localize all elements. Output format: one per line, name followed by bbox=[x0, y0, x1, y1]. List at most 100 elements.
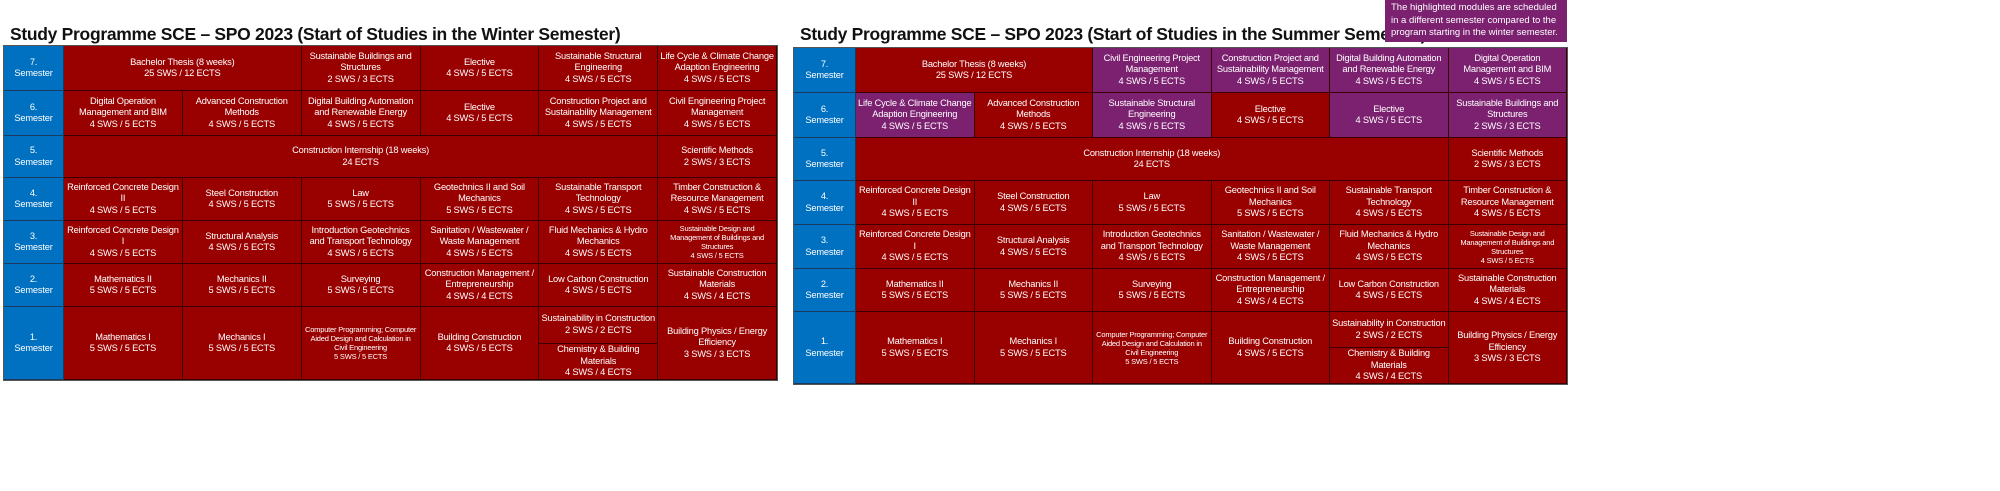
module-credits: 4 SWS / 5 ECTS bbox=[1118, 120, 1186, 131]
module-cell-highlighted: Life Cycle & Climate Change Adaption Eng… bbox=[856, 93, 975, 138]
module-title: Mathematics I bbox=[887, 336, 943, 346]
module-title: Low Carbon Construction bbox=[548, 273, 649, 284]
module-credits: 4 SWS / 5 ECTS bbox=[565, 204, 632, 215]
module-credits: 4 SWS / 4 ECTS bbox=[1355, 371, 1423, 382]
module-credits: 4 SWS / 5 ECTS bbox=[1000, 202, 1067, 213]
module-title: Sustainability in Construction bbox=[541, 313, 656, 324]
module-credits: 4 SWS / 5 ECTS bbox=[1118, 252, 1186, 263]
module-credits: 4 SWS / 5 ECTS bbox=[208, 242, 276, 252]
module-cell: Law 5 SWS / 5 ECTS bbox=[301, 178, 421, 221]
module-cell: Reinforced Concrete Design II 4 SWS / 5 E… bbox=[856, 181, 975, 225]
module-credits: 2 SWS / 3 ECTS bbox=[683, 156, 751, 167]
module-cell: Sustainable Construction Materials 4 SWS … bbox=[658, 264, 777, 307]
module-credits: 5 SWS / 5 ECTS bbox=[446, 204, 513, 215]
semester-label: 2. Semester bbox=[4, 264, 64, 307]
module-cell: Surveying 5 SWS / 5 ECTS bbox=[301, 264, 421, 307]
module-credits: 5 SWS / 5 ECTS bbox=[208, 285, 276, 295]
module-cell: Construction Internship (18 weeks) 24 ECT… bbox=[64, 136, 659, 178]
semester-label-line: 5. bbox=[29, 145, 38, 155]
module-title: Sustainability in Construction bbox=[1332, 318, 1446, 328]
module-title: Computer Programming; Computer Aided Des… bbox=[1096, 329, 1208, 357]
semester-label: 6. Semester bbox=[794, 93, 856, 138]
module-title: Timber Construction & Resource Managemen… bbox=[1460, 185, 1554, 207]
module-credits: 4 SWS / 5 ECTS bbox=[690, 251, 744, 260]
module-cell: Low Carbon Construction 4 SWS / 5 ECTS bbox=[1330, 269, 1449, 312]
module-title: Reinforced Concrete Design I bbox=[67, 224, 179, 247]
module-subcell: Sustainability in Construction 2 SWS / 2 … bbox=[539, 307, 657, 343]
semester-label-line: Semester bbox=[14, 285, 53, 295]
semester-label-line: 1. bbox=[820, 336, 829, 346]
semester-label-line: 4. bbox=[820, 191, 829, 201]
module-title: Timber Construction & Resource Managemen… bbox=[670, 181, 764, 204]
semester-label-line: Semester bbox=[14, 242, 53, 252]
module-title: Mathematics II bbox=[885, 278, 944, 289]
module-title: Elective bbox=[463, 101, 495, 112]
module-credits: 4 SWS / 5 ECTS bbox=[1474, 75, 1541, 86]
module-subcell: Chemistry & Building Materials 4 SWS / 4 … bbox=[539, 342, 658, 380]
module-cell: Timber Construction & Resource Managemen… bbox=[1448, 181, 1567, 225]
module-title: Law bbox=[352, 187, 369, 198]
module-credits: 4 SWS / 5 ECTS bbox=[446, 247, 513, 258]
module-credits: 4 SWS / 4 ECTS bbox=[1474, 295, 1541, 306]
semester-label-line: Semester bbox=[14, 199, 53, 209]
semester-label: 4. Semester bbox=[4, 178, 64, 221]
module-title: Sustainable Construction Materials bbox=[667, 267, 767, 290]
module-title: Mechanics II bbox=[216, 273, 267, 284]
module-cell: Building Physics / Energy Efficiency 3 SW… bbox=[1448, 312, 1567, 384]
module-cell: Sanitation / Wastewater / Waste Manageme… bbox=[420, 221, 540, 264]
module-credits: 4 SWS / 5 ECTS bbox=[881, 208, 949, 219]
module-title: Digital Operation Management and BIM bbox=[1463, 52, 1552, 75]
module-credits: 4 SWS / 5 ECTS bbox=[1355, 208, 1423, 219]
semester-label-line: 2. bbox=[820, 278, 829, 289]
semester-label-line: Semester bbox=[14, 343, 53, 353]
module-title: Mechanics I bbox=[1009, 336, 1058, 346]
module-cell: Structural Analysis 4 SWS / 5 ECTS bbox=[182, 221, 302, 264]
module-cell: Computer Programming; Computer Aided Des… bbox=[1093, 312, 1212, 384]
module-credits: 4 SWS / 5 ECTS bbox=[683, 73, 751, 84]
module-credits: 4 SWS / 5 ECTS bbox=[89, 204, 157, 215]
module-title: Reinforced Concrete Design II bbox=[858, 185, 971, 207]
module-cell: Low Carbon Construction 4 SWS / 5 ECTS bbox=[539, 264, 659, 307]
module-cell-highlighted: Sustainable Structural Engineering 4 SWS … bbox=[1093, 93, 1212, 138]
module-credits: 5 SWS / 5 ECTS bbox=[327, 199, 394, 209]
module-cell: Mathematics II 5 SWS / 5 ECTS bbox=[64, 264, 183, 307]
module-subcell: Chemistry & Building Materials 4 SWS / 4 … bbox=[1330, 347, 1448, 383]
module-cell: Steel Construction 4 SWS / 5 ECTS bbox=[182, 178, 302, 221]
module-title: Civil Engineering Project Management bbox=[668, 95, 766, 118]
module-credits: 2 SWS / 2 ECTS bbox=[1355, 329, 1423, 340]
semester-label: 4. Semester bbox=[794, 181, 856, 225]
module-cell: Sustainable Transport Technology 4 SWS / … bbox=[539, 178, 659, 221]
module-credits: 5 SWS / 5 ECTS bbox=[1118, 202, 1186, 213]
module-cell: Sustainable Structural Engineering 4 SWS … bbox=[539, 46, 659, 91]
module-cell: Building Construction 4 SWS / 5 ECTS bbox=[1211, 312, 1330, 384]
module-credits: 4 SWS / 5 ECTS bbox=[327, 118, 394, 129]
module-title: Computer Programming; Computer Aided Des… bbox=[305, 325, 417, 352]
module-credits: 4 SWS / 5 ECTS bbox=[1474, 208, 1541, 219]
module-credits: 3 SWS / 3 ECTS bbox=[683, 348, 751, 359]
module-title: Low Carbon Construction bbox=[1338, 278, 1440, 289]
module-cell: Sustainable Construction Materials 4 SWS … bbox=[1448, 269, 1567, 312]
module-cell: Scientific Methods 2 SWS / 3 ECTS bbox=[1448, 138, 1567, 181]
semester-label-line: Semester bbox=[14, 113, 53, 123]
summer-title: Study Programme SCE – SPO 2023 (Start of… bbox=[800, 24, 1427, 44]
semester-label: 1. Semester bbox=[794, 312, 856, 384]
module-credits: 4 SWS / 5 ECTS bbox=[208, 199, 276, 209]
module-cell: Mathematics II 5 SWS / 5 ECTS bbox=[856, 269, 975, 312]
semester-label: 6. Semester bbox=[4, 91, 64, 136]
module-credits: 2 SWS / 3 ECTS bbox=[327, 73, 394, 84]
module-title: Mathematics I bbox=[95, 331, 151, 342]
semester-label-line: Semester bbox=[14, 156, 53, 167]
semester-label: 5. Semester bbox=[794, 138, 856, 181]
module-title: Structural Analysis bbox=[205, 230, 279, 241]
module-credits: 5 SWS / 5 ECTS bbox=[1000, 290, 1067, 300]
module-title: Introduction Geotechnics and Transport T… bbox=[1100, 229, 1203, 251]
semester-label: 7. Semester bbox=[794, 48, 856, 93]
module-cell: Computer Programming; Computer Aided Des… bbox=[301, 307, 421, 380]
module-credits: 4 SWS / 5 ECTS bbox=[881, 120, 949, 131]
module-cell: Surveying 5 SWS / 5 ECTS bbox=[1093, 269, 1212, 312]
module-cell: Scientific Methods 2 SWS / 3 ECTS bbox=[658, 136, 777, 178]
module-credits: 25 SWS / 12 ECTS bbox=[935, 70, 1013, 80]
module-title: Mathematics II bbox=[94, 273, 152, 284]
